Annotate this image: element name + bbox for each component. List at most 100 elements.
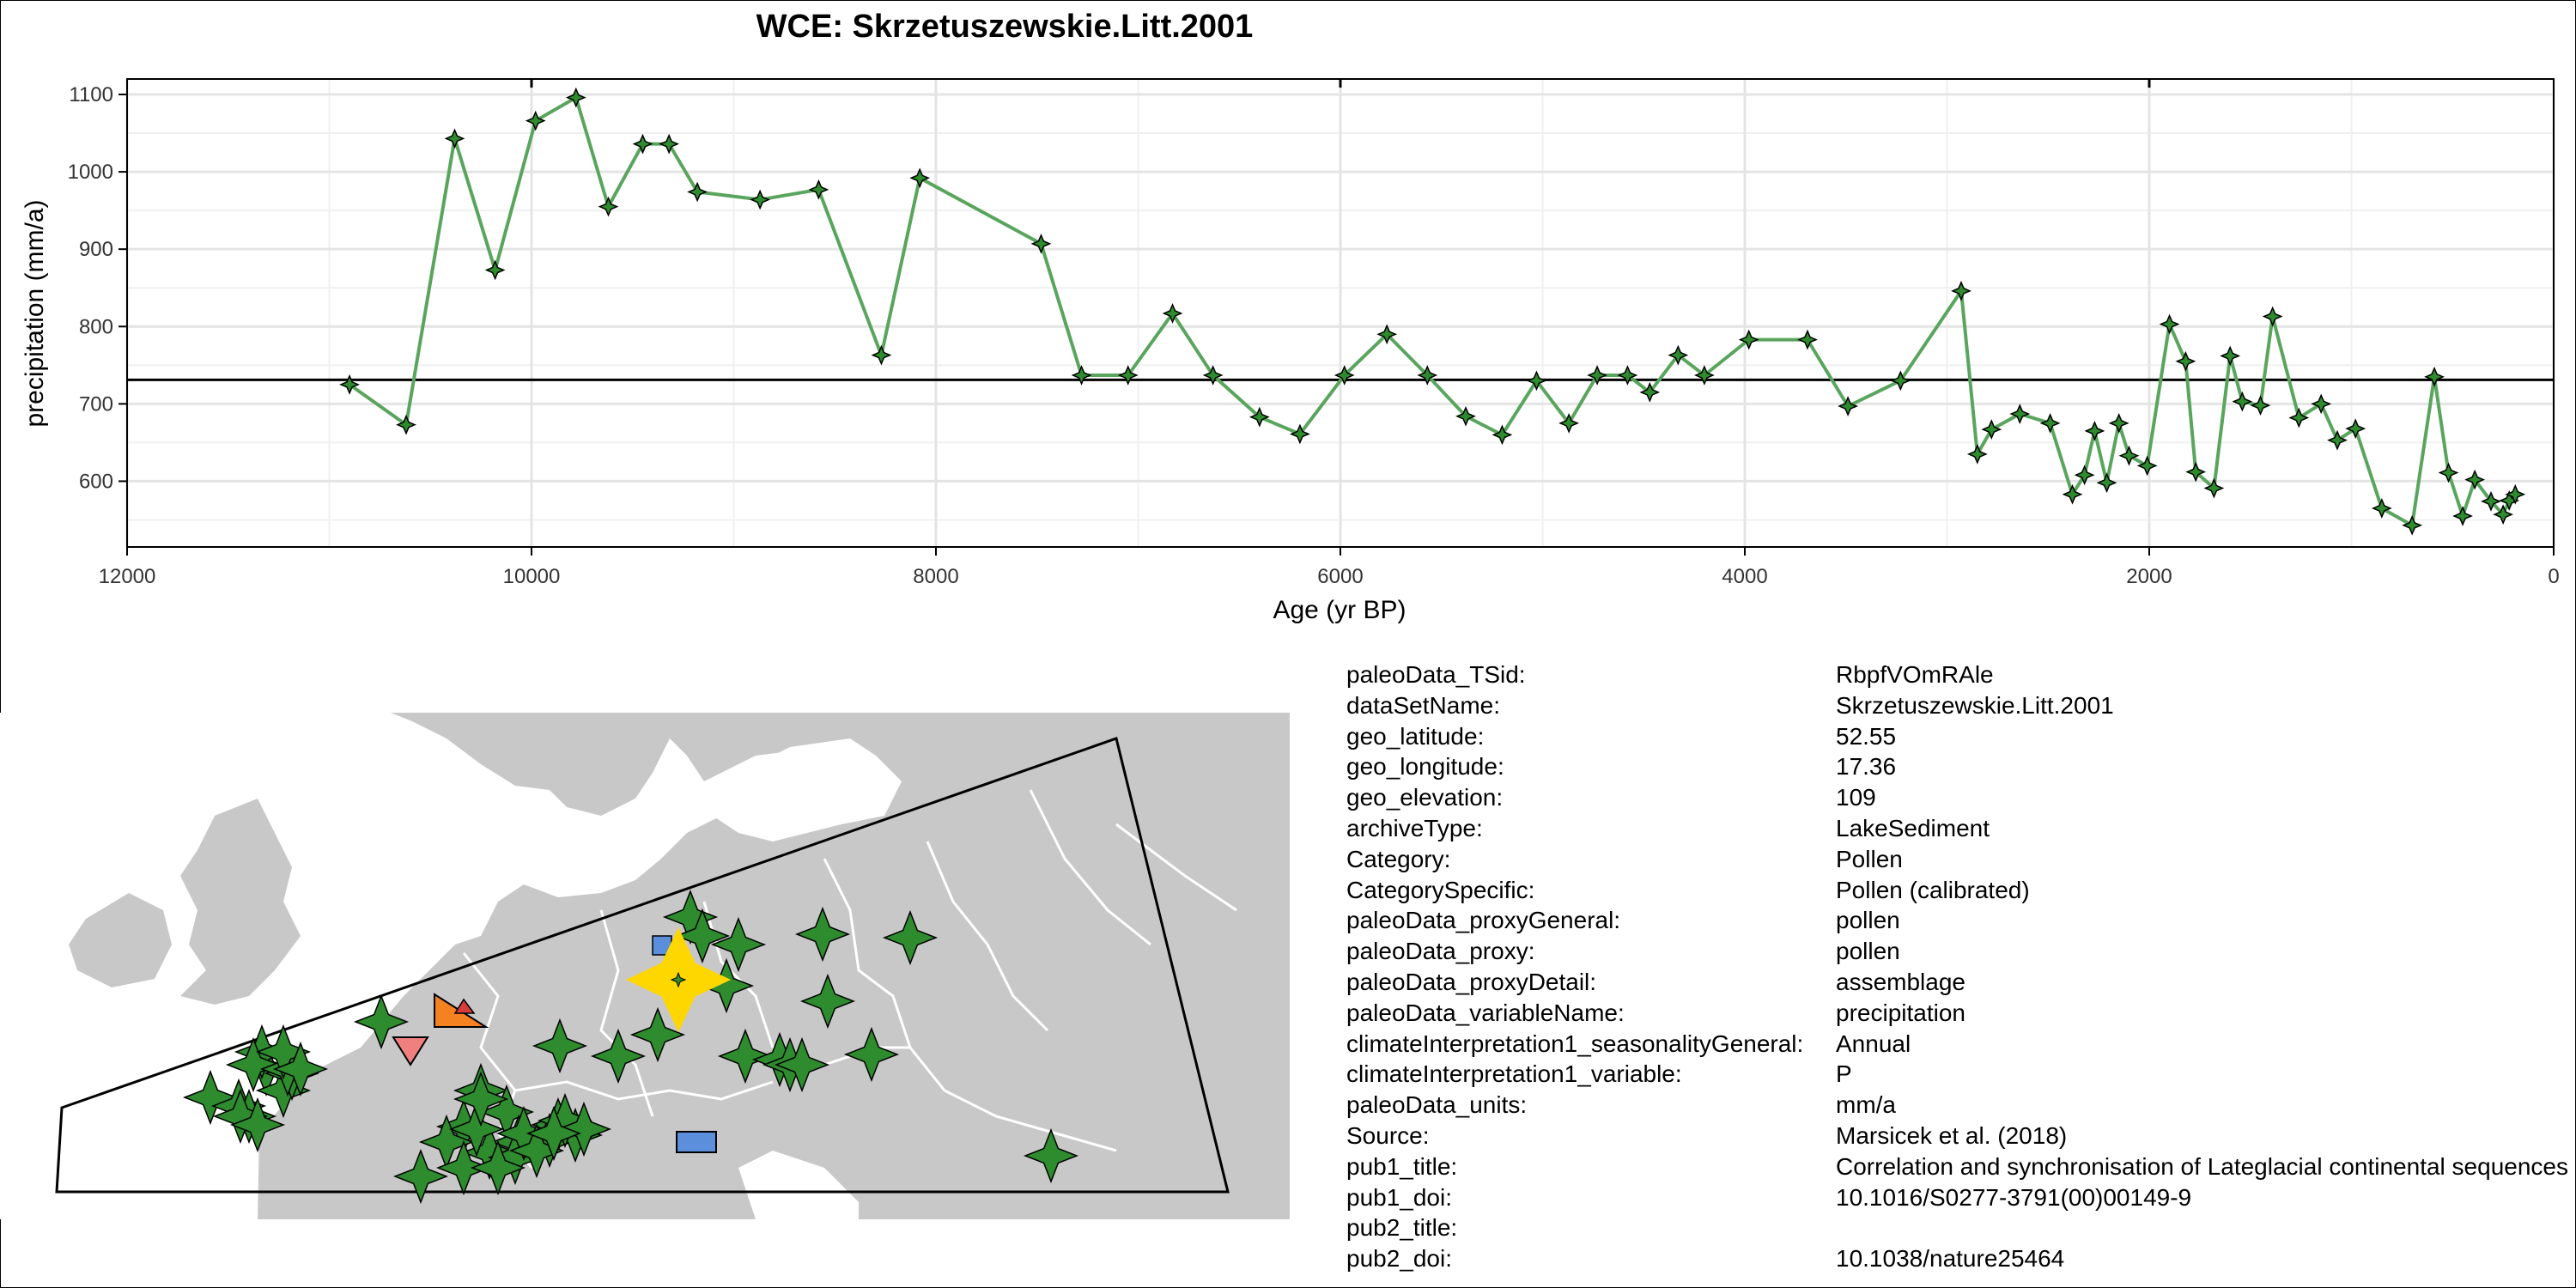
data-point xyxy=(2074,465,2095,486)
data-point xyxy=(1376,324,1398,345)
metadata-row: paleoData_proxyGeneral: pollen xyxy=(1346,905,2568,936)
metadata-value: Pollen xyxy=(1836,845,1903,872)
data-point xyxy=(1334,365,1355,386)
series-line xyxy=(348,94,2517,528)
metadata-row: geo_longitude: 17.36 xyxy=(1346,751,2568,782)
data-point xyxy=(2250,395,2271,416)
data-point xyxy=(632,133,653,155)
x-tick-label: 8000 xyxy=(913,565,958,588)
site-marker-down-triangle xyxy=(392,1036,429,1066)
site-marker xyxy=(1023,1127,1079,1184)
chart-title: WCE: Skrzetuszewskie.Litt.2001 xyxy=(756,9,1254,45)
metadata-value: assemblage xyxy=(1836,968,1965,995)
borders xyxy=(462,789,1237,1170)
search-region xyxy=(55,737,1230,1194)
site-marker xyxy=(353,993,410,1050)
data-point xyxy=(2159,313,2180,335)
metadata-row: climateInterpretation1_variable: P xyxy=(1346,1059,2568,1090)
site-marker xyxy=(590,1028,647,1084)
metadata-row: CategorySpecific: Pollen (calibrated) xyxy=(1346,875,2568,906)
data-point xyxy=(1890,370,1911,392)
site-marker xyxy=(556,1101,612,1157)
data-point xyxy=(2493,504,2514,526)
data-point xyxy=(2327,429,2348,451)
data-point xyxy=(1639,381,1661,403)
site-marker-triangle xyxy=(453,998,476,1014)
metadata-row: climateInterpretation1_seasonalityGenera… xyxy=(1346,1029,2568,1060)
metadata-row: archiveType: LakeSediment xyxy=(1346,813,2568,844)
site-marker xyxy=(470,1139,526,1196)
land-britain xyxy=(180,799,301,1005)
metadata-key: paleoData_proxyGeneral: xyxy=(1346,907,1621,934)
metadata-value: 109 xyxy=(1836,784,1876,811)
x-tick-label: 2000 xyxy=(2126,565,2172,588)
site-marker xyxy=(674,908,731,964)
metadata-value: RbpfVOmRAle xyxy=(1836,661,1994,688)
y-tick-label: 600 xyxy=(79,470,113,493)
metadata-value: Correlation and synchronisation of Lateg… xyxy=(1836,1152,2568,1180)
data-point xyxy=(2452,506,2473,526)
data-point xyxy=(2371,498,2392,519)
site-marker xyxy=(229,1097,286,1153)
grid xyxy=(125,79,2555,547)
y-tick-label: 700 xyxy=(79,392,113,416)
site-marker xyxy=(710,916,767,973)
metadata-row: pub2_title: xyxy=(1346,1212,2568,1243)
metadata-row: pub2_doi: 10.1038/nature25464 xyxy=(1346,1243,2568,1274)
line-chart: 12000 10000 8000 6000 4000 2000 0 600 700 800 900 1… xyxy=(21,78,2560,624)
data-point xyxy=(2108,412,2129,434)
site-marker xyxy=(843,1026,900,1083)
site-marker xyxy=(794,906,851,963)
data-point xyxy=(565,87,586,108)
data-point xyxy=(2481,490,2501,512)
data-point xyxy=(444,128,465,149)
data-point xyxy=(1668,344,1689,366)
site-map xyxy=(0,713,1290,1219)
data-point xyxy=(1838,396,1859,416)
data-point xyxy=(687,181,708,203)
data-point xyxy=(2311,393,2332,415)
data-point xyxy=(1162,303,1183,324)
map-sites xyxy=(182,889,1079,1205)
data-point xyxy=(909,167,931,189)
metadata-key: dataSetName: xyxy=(1346,691,1500,719)
land-ireland xyxy=(69,893,172,987)
data-point xyxy=(1030,233,1052,254)
data-point xyxy=(808,179,829,200)
site-marker xyxy=(272,1041,329,1097)
site-marker xyxy=(629,1006,686,1063)
data-point xyxy=(2262,306,2283,327)
y-tick-label: 1100 xyxy=(69,83,113,106)
data-point xyxy=(2062,483,2083,505)
highlighted-site-center xyxy=(670,971,687,988)
axes: 12000 10000 8000 6000 4000 2000 0 600 700 800 900 1… xyxy=(68,78,2560,588)
metadata-key: paleoData_TSid: xyxy=(1346,661,1526,688)
data-point xyxy=(1738,329,1759,350)
site-marker xyxy=(532,1018,588,1074)
site-marker xyxy=(225,1036,282,1093)
data-point xyxy=(1797,329,1818,350)
data-point xyxy=(1587,365,1607,386)
metadata-row: Source: Marsicek et al. (2018) xyxy=(1346,1121,2568,1151)
data-point xyxy=(1249,406,1270,428)
data-point xyxy=(2009,404,2031,424)
metadata-key: paleoData_proxy: xyxy=(1346,938,1535,965)
data-point xyxy=(1289,423,1310,445)
y-axis-label: precipitation (mm/a) xyxy=(21,199,49,427)
metadata-key: pub1_title: xyxy=(1346,1152,1458,1180)
metadata-value: 10.1038/nature25464 xyxy=(1836,1245,2065,1273)
data-point xyxy=(2345,418,2366,440)
x-tick-label: 0 xyxy=(2548,565,2559,588)
data-point xyxy=(1202,365,1224,386)
metadata-key: pub2_doi: xyxy=(1346,1245,1453,1273)
data-point xyxy=(1117,365,1139,386)
metadata-key: climateInterpretation1_variable: xyxy=(1346,1060,1682,1088)
site-marker xyxy=(882,909,939,966)
site-marker xyxy=(774,1036,830,1093)
site-marker xyxy=(435,1139,492,1196)
x-tick-label: 4000 xyxy=(1722,565,1767,588)
data-point xyxy=(2232,391,2253,412)
metadata-key: paleoData_variableName: xyxy=(1346,999,1625,1026)
site-marker xyxy=(799,973,856,1030)
data-point xyxy=(525,110,546,131)
